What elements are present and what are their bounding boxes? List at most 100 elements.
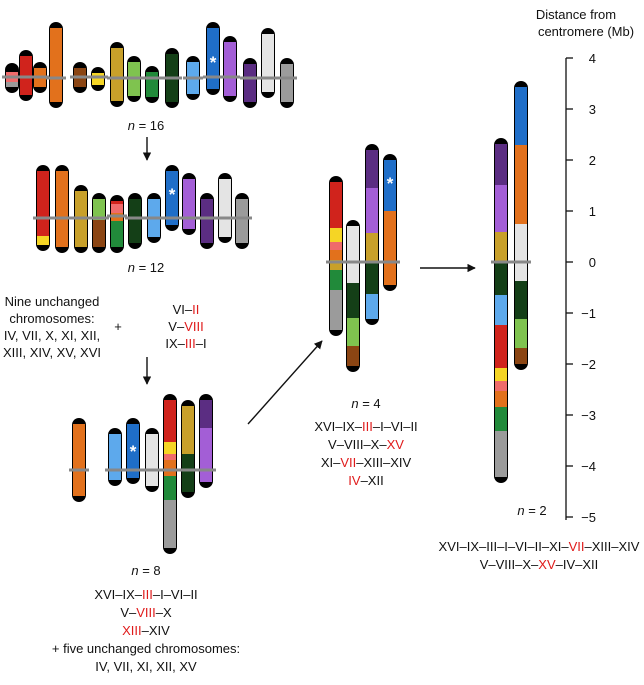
unchanged-line: IV, VII, X, XI, XII, <box>4 328 100 343</box>
chromosome-segment <box>224 42 236 96</box>
centromere-mark <box>105 468 125 472</box>
chromosome-segment <box>366 233 378 262</box>
chromosome <box>30 62 50 93</box>
chromosome-segment <box>262 34 274 92</box>
fusion-line: XIII–XIV <box>122 623 170 638</box>
chromosome-segment <box>330 182 342 228</box>
centromere-mark <box>46 76 66 80</box>
chromosome-segment <box>330 290 342 330</box>
axis-tick-label: −4 <box>581 459 596 474</box>
chromosome <box>16 50 36 101</box>
axis-tick-label: 0 <box>589 255 596 270</box>
star-mark: * <box>169 185 176 204</box>
chromosome-segment <box>495 325 507 368</box>
fused-part: XVI–IX– <box>314 419 362 434</box>
fused-part-red: III <box>142 587 153 602</box>
centromere-mark <box>179 216 199 220</box>
centromere-mark <box>162 76 182 80</box>
chromosome: * <box>380 154 400 291</box>
chromosome <box>160 394 180 554</box>
chromosome-segment <box>166 171 178 225</box>
fused-part: V–VIII–X– <box>480 557 539 572</box>
centromere-mark <box>380 260 400 264</box>
chromosome <box>343 220 363 372</box>
fused-part: –I–VI–II <box>373 419 418 434</box>
unchanged-line: Nine unchanged <box>5 294 100 309</box>
axis-tick-label: −2 <box>581 357 596 372</box>
centromere-mark <box>258 76 278 80</box>
group-n12: * <box>33 165 252 253</box>
n2-label: n = 2 <box>517 503 546 518</box>
chromosome-segment <box>109 434 121 480</box>
chromosome-segment <box>384 211 396 285</box>
chromosome <box>52 165 72 253</box>
chromosome-segment <box>495 232 507 262</box>
chromosome-segment <box>111 204 123 213</box>
centromere-mark <box>69 468 89 472</box>
chromosome <box>258 28 278 98</box>
chromosome-segment <box>515 224 527 281</box>
fused-part: XVI–IX–III–I–VI–II–XI– <box>439 539 570 554</box>
fusion-line: V–VIII–X–XV–IV–XII <box>480 557 599 572</box>
chromosome-segment <box>127 424 139 478</box>
chromosome-segment <box>200 428 212 482</box>
centromere-mark <box>511 260 531 264</box>
fusion-line: IX–III–I <box>165 336 206 351</box>
arrow-8-to-4 <box>247 340 323 425</box>
chromosome-segment <box>347 346 359 366</box>
fused-part: V–VIII–X– <box>328 437 387 452</box>
chromosome-segment <box>146 72 158 97</box>
chromosome-segment <box>236 199 248 243</box>
fused-part: –IV–XII <box>556 557 599 572</box>
centromere-mark <box>89 216 109 220</box>
centromere-mark <box>277 76 297 80</box>
fused-part-red: VII <box>569 539 585 554</box>
n12-label: n = 12 <box>128 260 165 275</box>
chromosome-segment <box>495 144 507 185</box>
fusion-line: V–VIII <box>168 319 203 334</box>
fused-part: –XII <box>361 473 384 488</box>
chromosome <box>2 63 22 93</box>
chromosome-segment <box>495 295 507 325</box>
unchanged-line: XIII, XIV, XV, XVI <box>3 345 101 360</box>
chromosome-segment <box>50 28 62 102</box>
axis-title-line2: centromere (Mb) <box>538 24 634 39</box>
chromosome <box>162 48 182 108</box>
centromere-mark <box>33 216 53 220</box>
axis-tick-label: 3 <box>589 102 596 117</box>
fused-part: XVI–IX– <box>94 587 142 602</box>
chromosome-segment <box>207 28 219 89</box>
chromosome-segment <box>366 294 378 319</box>
centromere-mark <box>197 216 217 220</box>
fused-part: –XIII–XIV <box>356 455 411 470</box>
axis-tick-label: −1 <box>581 306 596 321</box>
axis-tick-label: −3 <box>581 408 596 423</box>
chromosome <box>89 193 109 253</box>
centromere-mark <box>142 76 162 80</box>
chromosome-segment <box>73 424 85 496</box>
distance-axis: Distance from centromere (Mb) 4 3 2 1 0 −1 −2 −… <box>536 7 634 525</box>
chromosome <box>179 173 199 235</box>
chromosome-segment <box>330 242 342 250</box>
chromosome-segment <box>182 454 194 492</box>
centromere-mark <box>160 468 180 472</box>
fusion-line: IV–XII <box>348 473 383 488</box>
centromere-mark <box>107 76 127 80</box>
fused-part: VI– <box>173 302 193 317</box>
centromere-mark <box>125 216 145 220</box>
chromosome-segment <box>200 400 212 428</box>
fused-part-red: II <box>192 302 199 317</box>
chromosome <box>326 176 346 336</box>
centromere-mark <box>203 75 223 79</box>
fused-part: –XIV <box>142 623 171 638</box>
centromere-mark <box>178 468 198 472</box>
fusion-line: IV, VII, XI, XII, XV <box>95 659 197 674</box>
chromosome-segment <box>93 220 105 247</box>
group-n2 <box>491 81 531 483</box>
chromosome-segment <box>37 171 49 236</box>
chromosome <box>196 394 216 488</box>
centromere-mark <box>343 260 363 264</box>
chromosome-segment <box>164 476 176 500</box>
centromere-mark <box>162 216 182 220</box>
centromere-mark <box>215 216 235 220</box>
